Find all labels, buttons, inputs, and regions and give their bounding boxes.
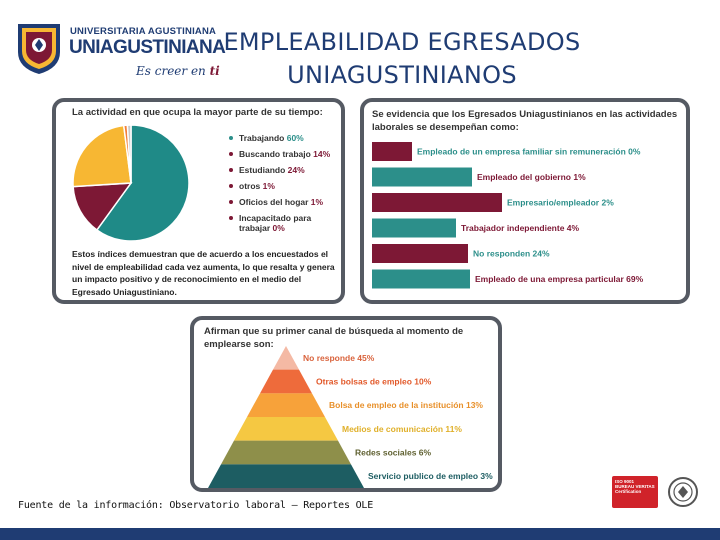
certification-badge: ISO 9001 BUREAU VERITAS Certification — [612, 476, 712, 508]
bar-label: Trabajador independiente 4% — [461, 223, 580, 233]
legend-bullet — [229, 184, 233, 188]
bar-label: Empleado del gobierno 1% — [477, 172, 586, 182]
page-title: EMPLEABILIDAD EGRESADOS UNIAGUSTINIANOS — [212, 26, 592, 92]
logo-big-text: UNIAGUSTINIANA — [69, 37, 226, 58]
activity-panel-note: Estos índices demuestran que de acuerdo … — [72, 249, 335, 297]
legend-bullet — [229, 136, 233, 140]
legend-value: 60% — [286, 133, 304, 143]
bar — [372, 269, 470, 289]
legend-label: Oficios del hogar — [239, 197, 311, 207]
pyramid-label: Redes sociales 6% — [355, 448, 432, 458]
bar-label: No responden 24% — [473, 249, 550, 259]
pie-slice — [72, 124, 132, 188]
bar — [372, 218, 456, 238]
legend-label: Buscando trabajo — [239, 149, 314, 159]
legend-item: Oficios del hogar 1% — [229, 197, 341, 207]
pie-slice — [95, 124, 190, 242]
legend-label: Estudiando — [239, 165, 288, 175]
header: UNIVERSITARIA AGUSTINIANA UNIAGUSTINIANA… — [0, 0, 720, 92]
bar — [372, 244, 468, 263]
pyramid-label: No responde 45% — [303, 353, 375, 363]
legend-label: otros — [239, 181, 263, 191]
legend-bullet — [229, 152, 233, 156]
legend-bullet — [229, 168, 233, 172]
legend-value: 1% — [262, 181, 275, 191]
channel-panel: Afirman que su primer canal de búsqueda … — [190, 316, 502, 492]
activity-panel: La actividad en que ocupa la mayor parte… — [52, 98, 345, 304]
pyramid-level — [247, 393, 325, 417]
cert-line-1: ISO 9001 — [615, 479, 635, 484]
legend-label: Incapacitado para trabajar — [239, 213, 312, 233]
bar — [372, 193, 502, 212]
legend-bullet — [229, 216, 233, 220]
pyramid-level — [260, 369, 312, 394]
pyramid-label: Bolsa de empleo de la institución 13% — [329, 400, 483, 410]
pyramid-label: Medios de comunicación 11% — [342, 424, 462, 434]
activity-legend: Trabajando 60% Buscando trabajo 14% Estudi… — [229, 133, 341, 239]
slogan-text: Es creer en — [136, 64, 206, 78]
legend-item: otros 1% — [229, 181, 341, 191]
university-crest-icon — [18, 24, 60, 74]
legend-item: Incapacitado para trabajar 0% — [229, 213, 341, 233]
bureau-veritas-seal-icon — [668, 477, 698, 507]
pie-slice — [126, 124, 132, 184]
legend-value: 0% — [272, 223, 285, 233]
title-line-1: EMPLEABILIDAD EGRESADOS — [223, 28, 581, 56]
legend-value: 24% — [287, 165, 305, 175]
pyramid-level — [221, 440, 351, 465]
legend-bullet — [229, 200, 233, 204]
logo-slogan: Es creer en ti — [136, 64, 220, 78]
activity-pie-chart — [72, 124, 190, 242]
university-logo[interactable]: UNIVERSITARIA AGUSTINIANA UNIAGUSTINIANA… — [14, 14, 226, 84]
activity-panel-title: La actividad en que ocupa la mayor parte… — [72, 107, 323, 118]
pyramid-level — [234, 417, 338, 441]
search-channel-pyramid-chart: No responde 45% Otras bolsas de empleo 10… — [208, 346, 493, 488]
employment-role-bar-chart: Empleado de un empresa familiar sin remu… — [372, 142, 644, 289]
pyramid-level — [208, 464, 364, 488]
cert-line-3: Certification — [615, 489, 642, 494]
title-line-2: UNIAGUSTINIANOS — [287, 61, 517, 89]
footer-bar — [0, 528, 720, 540]
pie-slice — [72, 182, 133, 231]
bar-label: Empresario/empleador 2% — [507, 198, 614, 208]
pyramid-level — [273, 346, 299, 370]
bar-label: Empleado de un empresa familiar sin remu… — [417, 147, 641, 157]
logo-small-text: UNIVERSITARIA AGUSTINIANA — [70, 26, 217, 37]
pyramid-label: Servicio publico de empleo 3% — [368, 471, 493, 481]
legend-value: 14% — [313, 149, 331, 159]
bar — [372, 142, 412, 161]
cert-line-2: BUREAU VERITAS — [615, 484, 655, 489]
evidence-panel-title: Se evidencia que los Egresados Uniagusti… — [372, 109, 678, 133]
channel-panel-title: Afirman que su primer canal de búsqueda … — [204, 326, 464, 350]
iso-badge: ISO 9001 BUREAU VERITAS Certification — [612, 476, 658, 508]
legend-value: 1% — [310, 197, 324, 207]
bar-label: Empleado de una empresa particular 69% — [475, 274, 644, 284]
evidence-panel: Se evidencia que los Egresados Uniagusti… — [360, 98, 690, 304]
bar — [372, 167, 472, 187]
slogan-ti: ti — [209, 64, 220, 78]
legend-label: Trabajando — [239, 133, 287, 143]
legend-item: Estudiando 24% — [229, 165, 341, 175]
pyramid-label: Otras bolsas de empleo 10% — [316, 377, 432, 387]
legend-item: Buscando trabajo 14% — [229, 149, 341, 159]
source-note: Fuente de la información: Observatorio l… — [18, 500, 374, 511]
legend-item: Trabajando 60% — [229, 133, 341, 143]
